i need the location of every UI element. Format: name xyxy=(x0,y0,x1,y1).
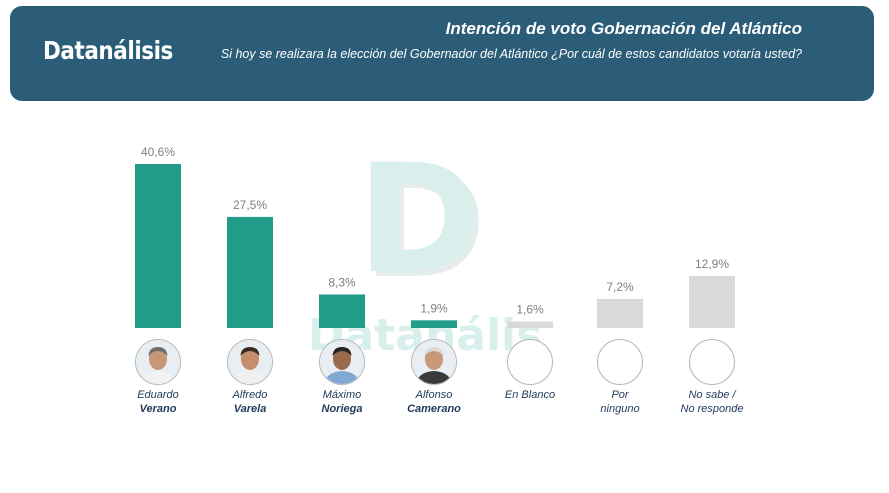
bar-value-label: 8,3% xyxy=(328,275,356,289)
candidate-last-name: No responde xyxy=(680,403,744,415)
bar xyxy=(135,164,181,328)
bar xyxy=(227,216,273,328)
candidate-first-name: Por xyxy=(611,389,629,401)
bar xyxy=(597,298,643,328)
bar xyxy=(507,321,553,328)
bar xyxy=(411,320,457,328)
brand-logo: Datanálisis xyxy=(43,36,173,65)
chart-subtitle: Si hoy se realizara la elección del Gobe… xyxy=(220,47,802,61)
candidate-last-name: ninguno xyxy=(600,403,640,415)
bar-value-label: 1,6% xyxy=(516,303,544,317)
candidate-last-name: Noriega xyxy=(321,403,363,415)
candidate-last-name: Varela xyxy=(233,403,267,415)
candidate-first-name: No sabe / xyxy=(688,389,736,401)
empty-avatar-circle xyxy=(507,339,553,385)
candidate-label: Máximo Noriega xyxy=(287,388,397,416)
candidate-first-name: En Blanco xyxy=(504,389,556,401)
bar xyxy=(689,275,735,328)
candidate-photo xyxy=(319,339,365,385)
watermark-letter: D xyxy=(357,133,482,307)
bar-value-label: 1,9% xyxy=(420,301,448,315)
candidate-label: Por ninguno xyxy=(565,388,675,416)
bar-value-label: 7,2% xyxy=(606,280,634,294)
candidate-photo xyxy=(411,339,457,385)
candidate-first-name: Alfredo xyxy=(232,389,268,401)
candidate-first-name: Alfonso xyxy=(415,389,453,401)
chart-title: Intención de voto Gobernación del Atlánt… xyxy=(445,19,802,38)
person-icon xyxy=(320,340,364,384)
candidate-label: Eduardo Verano xyxy=(103,388,213,416)
candidate-label: Alfredo Varela xyxy=(195,388,305,416)
watermark-logo: D D Datanálisis xyxy=(308,133,540,361)
person-icon xyxy=(228,340,272,384)
candidate-photo xyxy=(227,339,273,385)
watermark-letter: D xyxy=(362,138,487,312)
candidate-first-name: Eduardo xyxy=(137,389,179,401)
person-icon xyxy=(136,340,180,384)
candidate-last-name: Verano xyxy=(139,403,177,415)
bar xyxy=(319,294,365,328)
candidate-first-name: Máximo xyxy=(322,389,362,401)
candidate-label: No sabe / No responde xyxy=(657,388,767,416)
candidate-label: Alfonso Camerano xyxy=(379,388,489,416)
bar-value-label: 27,5% xyxy=(233,198,267,212)
person-icon xyxy=(412,340,456,384)
bar-value-label: 40,6% xyxy=(141,145,175,159)
header-banner: Datanálisis Intención de voto Gobernació… xyxy=(10,6,874,101)
candidate-photo xyxy=(135,339,181,385)
bar-value-label: 12,9% xyxy=(695,257,729,271)
candidate-label: En Blanco xyxy=(475,388,585,402)
empty-avatar-circle xyxy=(597,339,643,385)
candidate-last-name: Camerano xyxy=(407,403,461,415)
empty-avatar-circle xyxy=(689,339,735,385)
